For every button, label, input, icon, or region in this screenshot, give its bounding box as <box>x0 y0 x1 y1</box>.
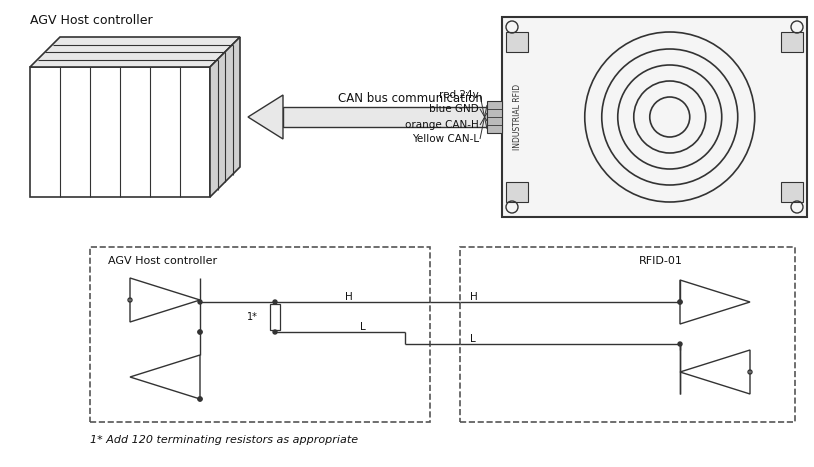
Text: CAN bus communication: CAN bus communication <box>338 92 483 106</box>
Circle shape <box>198 397 202 401</box>
Circle shape <box>198 330 202 334</box>
Text: AGV Host controller: AGV Host controller <box>108 256 217 266</box>
Bar <box>781 182 803 202</box>
Text: 1* Add 120 terminating resistors as appropriate: 1* Add 120 terminating resistors as appr… <box>90 435 358 445</box>
Polygon shape <box>30 37 240 67</box>
Bar <box>270 304 280 330</box>
Circle shape <box>678 300 682 304</box>
Text: H: H <box>470 292 478 302</box>
Polygon shape <box>210 37 240 197</box>
Bar <box>487 101 502 133</box>
Circle shape <box>198 330 202 334</box>
Text: AGV Host controller: AGV Host controller <box>30 14 153 27</box>
Circle shape <box>678 342 682 346</box>
Circle shape <box>273 330 277 334</box>
Text: H: H <box>345 292 352 302</box>
Text: RFID-01: RFID-01 <box>639 256 683 266</box>
Text: L: L <box>470 334 475 344</box>
Bar <box>506 182 528 202</box>
Bar <box>502 17 807 217</box>
Bar <box>283 107 487 127</box>
Circle shape <box>273 300 277 304</box>
Text: INDUSTRIAL RFID: INDUSTRIAL RFID <box>514 84 523 150</box>
Text: blue GND: blue GND <box>429 104 479 114</box>
Bar <box>506 32 528 52</box>
Bar <box>460 247 795 422</box>
Text: red 24v: red 24v <box>440 90 479 100</box>
Text: orange CAN-H: orange CAN-H <box>405 120 479 130</box>
Polygon shape <box>30 67 210 197</box>
Circle shape <box>198 300 202 304</box>
Text: L: L <box>360 322 365 332</box>
Text: 1*: 1* <box>247 312 258 322</box>
Bar <box>90 247 430 422</box>
Text: Yellow CAN-L: Yellow CAN-L <box>412 134 479 144</box>
Polygon shape <box>248 95 283 139</box>
Bar <box>781 32 803 52</box>
